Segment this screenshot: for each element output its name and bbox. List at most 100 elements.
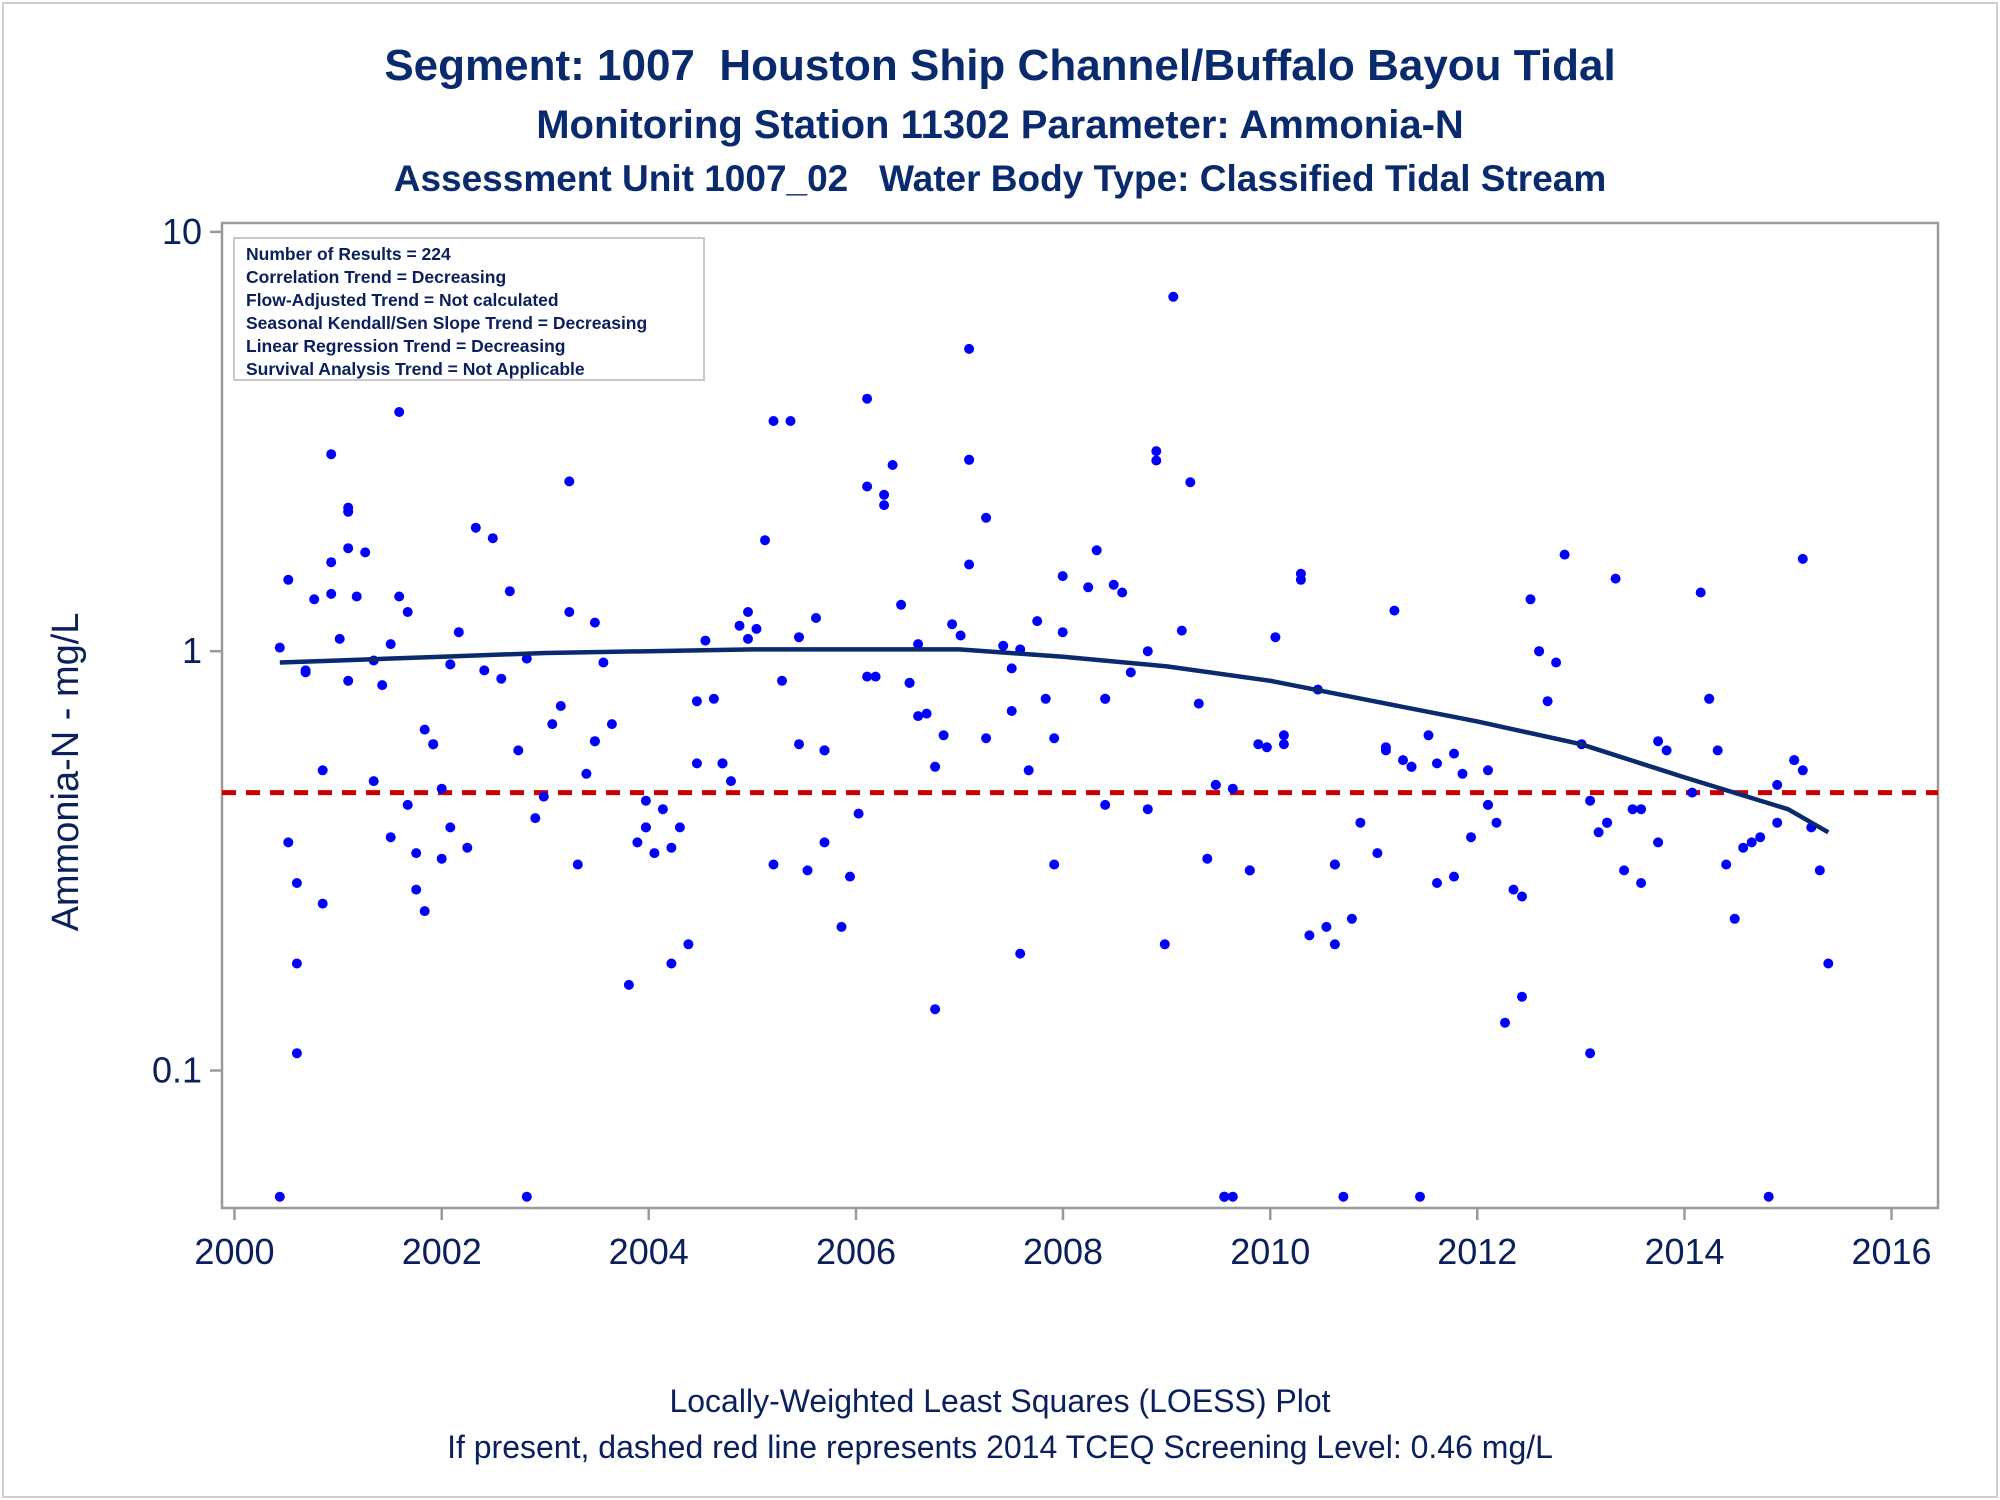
data-point xyxy=(530,813,541,824)
data-point xyxy=(964,343,975,354)
data-point xyxy=(385,639,396,650)
x-tick-label: 2014 xyxy=(1644,1231,1724,1272)
trend-summary-line: Seasonal Kendall/Sen Slope Trend = Decre… xyxy=(246,313,647,333)
data-point xyxy=(445,659,456,670)
data-point xyxy=(726,776,736,787)
data-point xyxy=(981,512,992,523)
data-point xyxy=(1712,745,1723,756)
data-point xyxy=(904,677,915,688)
data-point xyxy=(819,837,830,848)
data-point xyxy=(1415,1191,1425,1202)
data-point xyxy=(794,739,804,750)
data-point xyxy=(555,701,566,711)
data-point xyxy=(334,633,345,644)
chart-subtitle: Monitoring Station 11302 Parameter: Ammo… xyxy=(536,103,1464,147)
data-point xyxy=(419,724,430,735)
data-point xyxy=(470,522,481,533)
data-point xyxy=(691,696,702,707)
data-point xyxy=(521,1191,532,1202)
data-point xyxy=(1449,871,1459,882)
data-point xyxy=(1270,632,1281,643)
data-point xyxy=(453,627,464,638)
data-point xyxy=(402,799,413,810)
trend-summary-box: Number of Results = 224 Correlation Trend… xyxy=(233,237,705,381)
data-point xyxy=(1695,587,1706,598)
data-point xyxy=(691,758,702,769)
data-point xyxy=(1483,765,1493,776)
data-point xyxy=(1023,765,1034,776)
data-point xyxy=(326,588,337,599)
data-point xyxy=(896,599,907,610)
data-point xyxy=(666,842,677,853)
data-point xyxy=(309,594,320,605)
data-point xyxy=(317,898,328,909)
data-point xyxy=(1585,795,1596,806)
data-point xyxy=(1517,891,1527,902)
data-point xyxy=(1602,817,1613,828)
data-point xyxy=(1006,706,1017,716)
data-point xyxy=(1432,878,1442,888)
trend-summary-line: Number of Results = 224 xyxy=(246,244,451,264)
data-point xyxy=(1483,799,1493,810)
data-point xyxy=(317,765,328,776)
data-point xyxy=(1551,657,1562,668)
data-point xyxy=(930,1004,941,1015)
data-point xyxy=(487,533,498,544)
data-point xyxy=(1159,939,1170,950)
plot-area: 2000 2002 2004 2006 2008 2010 2012 2014 2016 0.1 1… xyxy=(152,211,1940,1272)
data-point xyxy=(1610,573,1621,584)
trend-summary-border xyxy=(233,237,705,381)
data-point xyxy=(1823,958,1834,969)
data-point xyxy=(1449,748,1459,759)
x-tick-label: 2006 xyxy=(816,1231,896,1272)
data-point xyxy=(1423,730,1434,741)
y-axis-label: Ammonia-N - mg/L xyxy=(45,613,87,932)
data-point xyxy=(504,586,515,597)
data-point xyxy=(1355,817,1366,828)
data-point xyxy=(1542,696,1553,707)
data-point xyxy=(1083,582,1094,593)
chart-subtitle-2: Assessment Unit 1007_02 Water Body Type:… xyxy=(394,158,1607,199)
data-point xyxy=(291,1048,302,1059)
data-point xyxy=(1772,817,1783,828)
data-point xyxy=(913,711,924,722)
data-point xyxy=(589,617,600,628)
data-point xyxy=(1746,837,1757,848)
data-point xyxy=(1432,758,1442,769)
data-point xyxy=(981,733,992,744)
data-point xyxy=(1057,571,1068,582)
data-point xyxy=(1593,827,1604,838)
data-point xyxy=(343,675,354,686)
data-point xyxy=(700,635,711,646)
data-point xyxy=(657,804,668,815)
data-point xyxy=(811,613,821,623)
footnote-loess: Locally-Weighted Least Squares (LOESS) P… xyxy=(669,1383,1330,1419)
data-point xyxy=(436,783,447,794)
data-point xyxy=(717,758,728,769)
data-point xyxy=(1755,832,1766,843)
data-point xyxy=(1015,948,1026,959)
x-tick-label: 2012 xyxy=(1437,1231,1517,1272)
data-point xyxy=(1559,549,1570,560)
data-point xyxy=(1006,663,1017,674)
data-point xyxy=(708,693,719,704)
data-point xyxy=(1687,787,1698,798)
data-point xyxy=(1040,693,1051,704)
data-point xyxy=(1517,991,1527,1002)
data-point xyxy=(283,837,294,848)
data-point xyxy=(640,822,651,833)
data-point xyxy=(513,745,524,756)
data-point xyxy=(1466,832,1476,843)
data-point xyxy=(1253,739,1264,750)
data-point xyxy=(1398,755,1408,766)
data-point xyxy=(836,921,847,932)
data-point xyxy=(862,481,873,492)
data-point xyxy=(1049,733,1060,744)
data-point xyxy=(760,535,770,546)
data-point xyxy=(879,489,890,500)
data-point xyxy=(666,958,677,969)
data-point xyxy=(326,449,337,460)
data-point xyxy=(1100,799,1111,810)
data-point xyxy=(291,878,302,888)
data-point xyxy=(572,859,583,870)
